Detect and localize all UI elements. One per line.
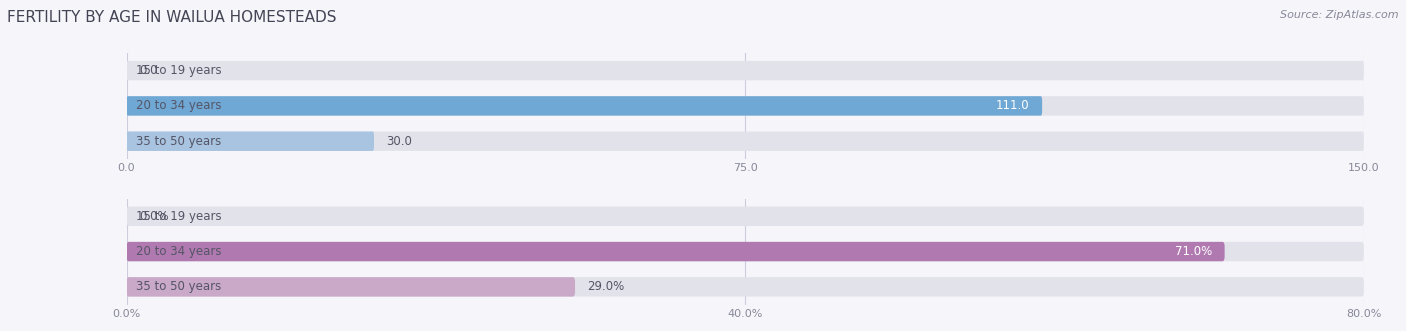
Text: 71.0%: 71.0% xyxy=(1175,245,1212,258)
FancyBboxPatch shape xyxy=(127,131,1364,151)
Text: 20 to 34 years: 20 to 34 years xyxy=(136,245,222,258)
Text: 15 to 19 years: 15 to 19 years xyxy=(136,210,222,223)
Text: 35 to 50 years: 35 to 50 years xyxy=(136,135,222,148)
FancyBboxPatch shape xyxy=(127,131,374,151)
Text: 35 to 50 years: 35 to 50 years xyxy=(136,280,222,293)
Text: 20 to 34 years: 20 to 34 years xyxy=(136,99,222,113)
FancyBboxPatch shape xyxy=(127,277,575,297)
FancyBboxPatch shape xyxy=(127,96,1042,116)
Text: FERTILITY BY AGE IN WAILUA HOMESTEADS: FERTILITY BY AGE IN WAILUA HOMESTEADS xyxy=(7,10,336,25)
FancyBboxPatch shape xyxy=(127,242,1225,261)
FancyBboxPatch shape xyxy=(127,242,1364,261)
Text: Source: ZipAtlas.com: Source: ZipAtlas.com xyxy=(1281,10,1399,20)
FancyBboxPatch shape xyxy=(127,61,1364,80)
Text: 30.0: 30.0 xyxy=(387,135,412,148)
Text: 0.0%: 0.0% xyxy=(139,210,169,223)
FancyBboxPatch shape xyxy=(127,96,1364,116)
FancyBboxPatch shape xyxy=(127,207,1364,226)
Text: 15 to 19 years: 15 to 19 years xyxy=(136,64,222,77)
FancyBboxPatch shape xyxy=(127,277,1364,297)
Text: 111.0: 111.0 xyxy=(995,99,1029,113)
Text: 0.0: 0.0 xyxy=(139,64,157,77)
Text: 29.0%: 29.0% xyxy=(588,280,624,293)
